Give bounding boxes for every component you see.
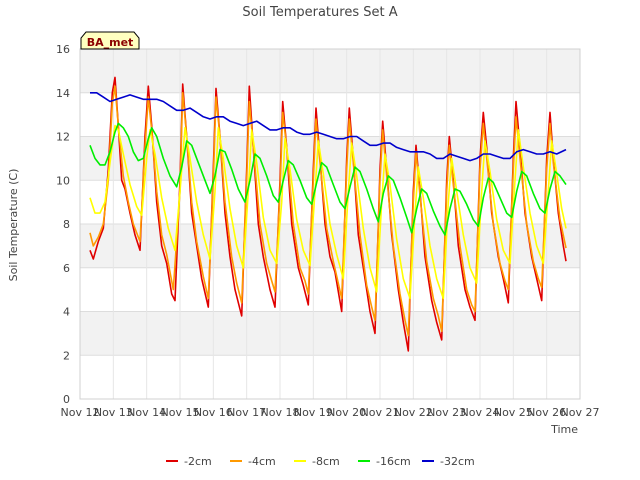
x-tick-label: Nov 19 <box>294 406 333 419</box>
plot-area <box>79 48 581 400</box>
series-line <box>90 92 567 162</box>
plot-band <box>80 49 580 93</box>
x-tick-label: Nov 18 <box>261 406 300 419</box>
y-tick-label: 10 <box>56 174 70 187</box>
y-tick-label: 4 <box>63 306 70 319</box>
y-tick-label: 14 <box>56 87 70 100</box>
x-tick-label: Nov 13 <box>94 406 133 419</box>
chart-title: Soil Temperatures Set A <box>242 5 397 20</box>
legend-label: -8cm <box>312 455 340 468</box>
x-tick-label: Nov 14 <box>127 406 166 419</box>
x-axis-label: Time <box>550 423 578 436</box>
y-axis-ticks: 0 2 4 6 8 10 12 14 16 <box>56 43 70 406</box>
x-tick-label: Nov 25 <box>494 406 533 419</box>
series-lines <box>89 76 567 352</box>
site-badge: BA_met <box>80 31 140 50</box>
legend: -2cm -4cm -8cm -16cm -32cm <box>166 455 475 468</box>
site-badge-box <box>80 31 140 50</box>
x-tick-label: Nov 26 <box>527 406 566 419</box>
y-tick-label: 16 <box>56 43 70 56</box>
x-tick-label: Nov 24 <box>461 406 500 419</box>
x-tick-label: Nov 23 <box>427 406 466 419</box>
x-tick-label: Nov 21 <box>361 406 400 419</box>
y-tick-label: 8 <box>63 218 70 231</box>
x-tick-label: Nov 16 <box>194 406 233 419</box>
series-line <box>89 122 567 236</box>
y-tick-label: 0 <box>63 393 70 406</box>
series-line <box>89 124 567 300</box>
legend-label: -2cm <box>184 455 212 468</box>
legend-label: -4cm <box>248 455 276 468</box>
y-axis-label: Soil Temperature (C) <box>7 169 20 282</box>
plot-band <box>80 311 580 356</box>
x-tick-label: Nov 27 <box>561 406 600 419</box>
legend-label: -32cm <box>440 455 475 468</box>
y-tick-label: 2 <box>63 349 70 362</box>
site-badge-label: BA_met <box>87 36 134 49</box>
x-tick-label: Nov 15 <box>161 406 200 419</box>
y-tick-label: 12 <box>56 131 70 144</box>
x-tick-label: Nov 20 <box>327 406 366 419</box>
plot-background-bands <box>80 49 580 356</box>
x-tick-label: Nov 12 <box>61 406 100 419</box>
y-tick-label: 6 <box>63 262 70 275</box>
x-tick-label: Nov 22 <box>394 406 433 419</box>
x-tick-label: Nov 17 <box>227 406 266 419</box>
legend-label: -16cm <box>376 455 411 468</box>
